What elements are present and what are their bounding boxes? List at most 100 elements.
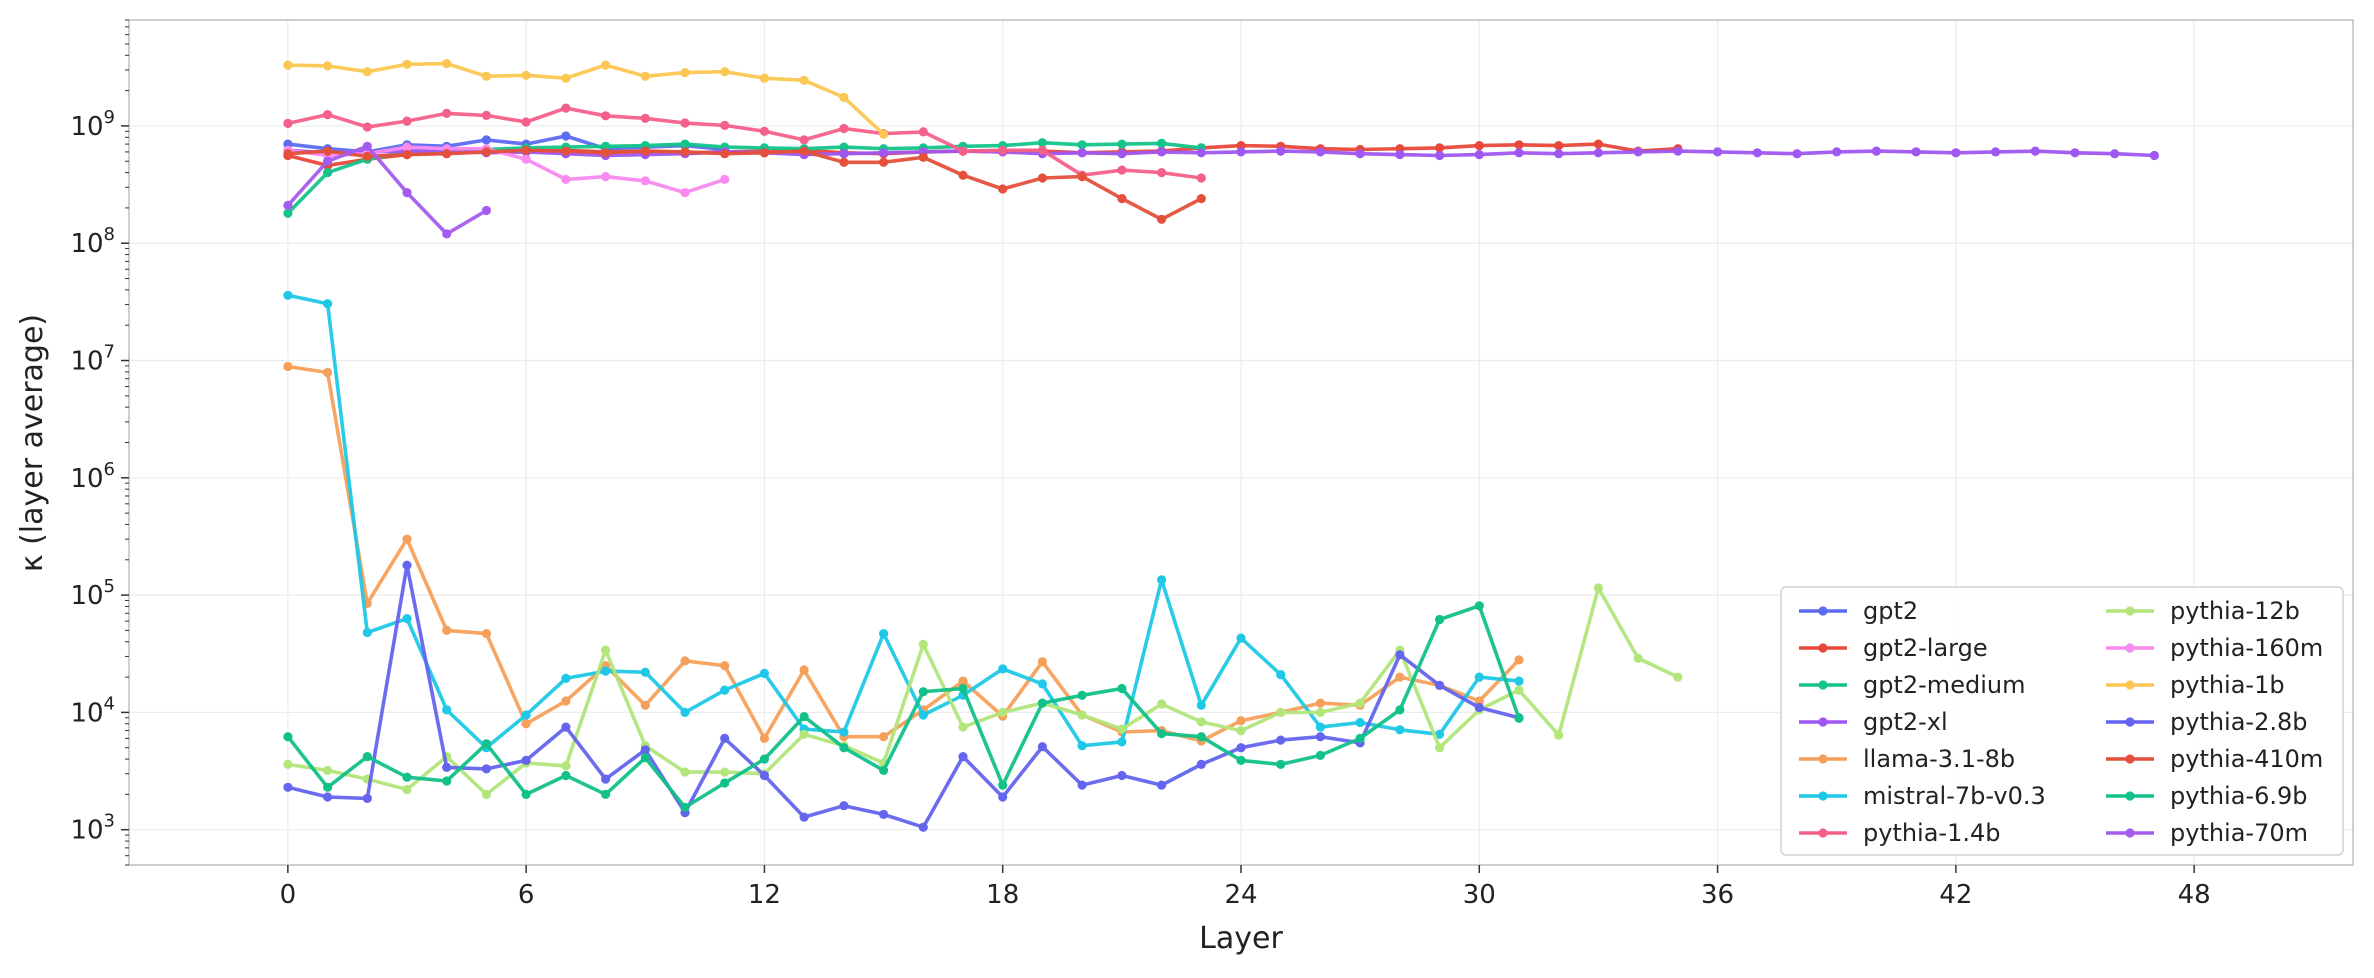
- data-point: [1633, 653, 1643, 663]
- data-point: [1236, 755, 1246, 766]
- data-point: [601, 111, 611, 121]
- data-point: [918, 687, 928, 697]
- legend-marker: [1818, 828, 1828, 838]
- data-point: [759, 754, 770, 764]
- data-point: [521, 117, 531, 127]
- data-point: [1554, 730, 1564, 740]
- data-point: [1514, 685, 1524, 695]
- data-point: [1077, 140, 1087, 150]
- y-axis-label: κ (layer average): [15, 314, 50, 572]
- series-line: [286, 106, 1204, 180]
- data-point: [1435, 743, 1445, 753]
- data-point: [1435, 680, 1445, 691]
- data-point: [402, 59, 412, 69]
- data-point: [1276, 146, 1286, 156]
- legend-label: pythia-160m: [2170, 634, 2323, 662]
- data-point: [1315, 698, 1325, 708]
- legend-marker: [1818, 717, 1828, 727]
- data-point: [799, 75, 809, 85]
- data-point: [1713, 147, 1723, 157]
- data-point: [720, 174, 730, 184]
- series-line: [286, 364, 1521, 743]
- legend: gpt2 gpt2-large gpt2-medium gpt2-xl llama-3.…: [1780, 586, 2344, 856]
- data-point: [1474, 150, 1484, 160]
- data-point: [759, 668, 770, 679]
- legend-item: gpt2: [1799, 597, 1918, 625]
- data-point: [283, 200, 293, 210]
- data-point: [799, 729, 809, 739]
- data-point: [1157, 699, 1167, 709]
- data-point: [1077, 710, 1087, 720]
- axis-ticks: 0 6 12 18 24 30 36 42 48 103 104 105 106 107 108 109: [70, 19, 2211, 910]
- data-point: [601, 666, 611, 676]
- data-point: [1117, 683, 1127, 694]
- series-line: [286, 148, 2157, 158]
- y-tick-label: 104: [70, 693, 115, 728]
- data-point: [323, 792, 333, 802]
- data-point: [918, 639, 928, 650]
- data-point: [720, 685, 730, 695]
- data-point: [1236, 716, 1246, 726]
- data-point: [1037, 679, 1047, 689]
- data-point: [1951, 148, 1961, 158]
- data-point: [680, 767, 690, 777]
- data-point: [879, 129, 889, 139]
- legend-label: pythia-6.9b: [2170, 782, 2308, 810]
- data-point: [1395, 672, 1405, 682]
- legend-item: pythia-6.9b: [2106, 782, 2308, 810]
- data-point: [1236, 141, 1246, 151]
- data-point: [362, 67, 372, 77]
- data-point: [1117, 770, 1127, 781]
- data-point: [839, 727, 849, 737]
- data-point: [283, 149, 293, 159]
- data-point: [1832, 147, 1842, 157]
- data-point: [839, 123, 849, 134]
- data-point: [918, 152, 928, 162]
- legend-marker: [2125, 828, 2135, 838]
- series-line: [286, 293, 1521, 750]
- data-point: [521, 710, 531, 720]
- data-point: [759, 126, 770, 136]
- legend-label: pythia-1b: [2170, 671, 2285, 699]
- data-point: [561, 770, 571, 781]
- data-point: [362, 141, 372, 151]
- legend-label: pythia-2.8b: [2170, 708, 2308, 736]
- legend-label: llama-3.1-8b: [1863, 745, 2015, 773]
- data-point: [1315, 147, 1325, 157]
- series-line: [286, 144, 489, 236]
- x-tick-label: 0: [280, 880, 297, 910]
- legend-label: gpt2-large: [1863, 634, 1988, 662]
- data-point: [362, 752, 372, 762]
- data-point: [839, 801, 849, 811]
- x-axis-label: Layer: [1199, 921, 1283, 956]
- series-pythia-410m: [283, 145, 1206, 224]
- data-point: [323, 367, 333, 378]
- data-point: [1554, 141, 1564, 151]
- data-point: [283, 208, 293, 218]
- data-point: [481, 110, 491, 120]
- data-point: [680, 68, 690, 78]
- data-point: [1196, 173, 1206, 183]
- y-tick-label: 109: [70, 107, 115, 142]
- data-point: [601, 172, 611, 182]
- data-point: [1514, 148, 1524, 158]
- legend-label: mistral-7b-v0.3: [1863, 782, 2046, 810]
- data-point: [283, 118, 293, 128]
- data-point: [362, 793, 372, 804]
- data-point: [839, 92, 849, 102]
- data-point: [1395, 725, 1405, 735]
- data-point: [799, 712, 809, 722]
- data-point: [1117, 149, 1127, 159]
- data-point: [1593, 148, 1603, 158]
- data-point: [839, 149, 849, 159]
- data-point: [442, 149, 452, 159]
- data-point: [1236, 743, 1246, 753]
- data-point: [1435, 143, 1445, 153]
- data-point: [1633, 147, 1643, 157]
- data-point: [759, 733, 770, 744]
- data-point: [442, 776, 452, 786]
- data-point: [323, 146, 333, 156]
- data-point: [1117, 194, 1127, 204]
- data-point: [1157, 214, 1167, 224]
- data-point: [918, 822, 928, 832]
